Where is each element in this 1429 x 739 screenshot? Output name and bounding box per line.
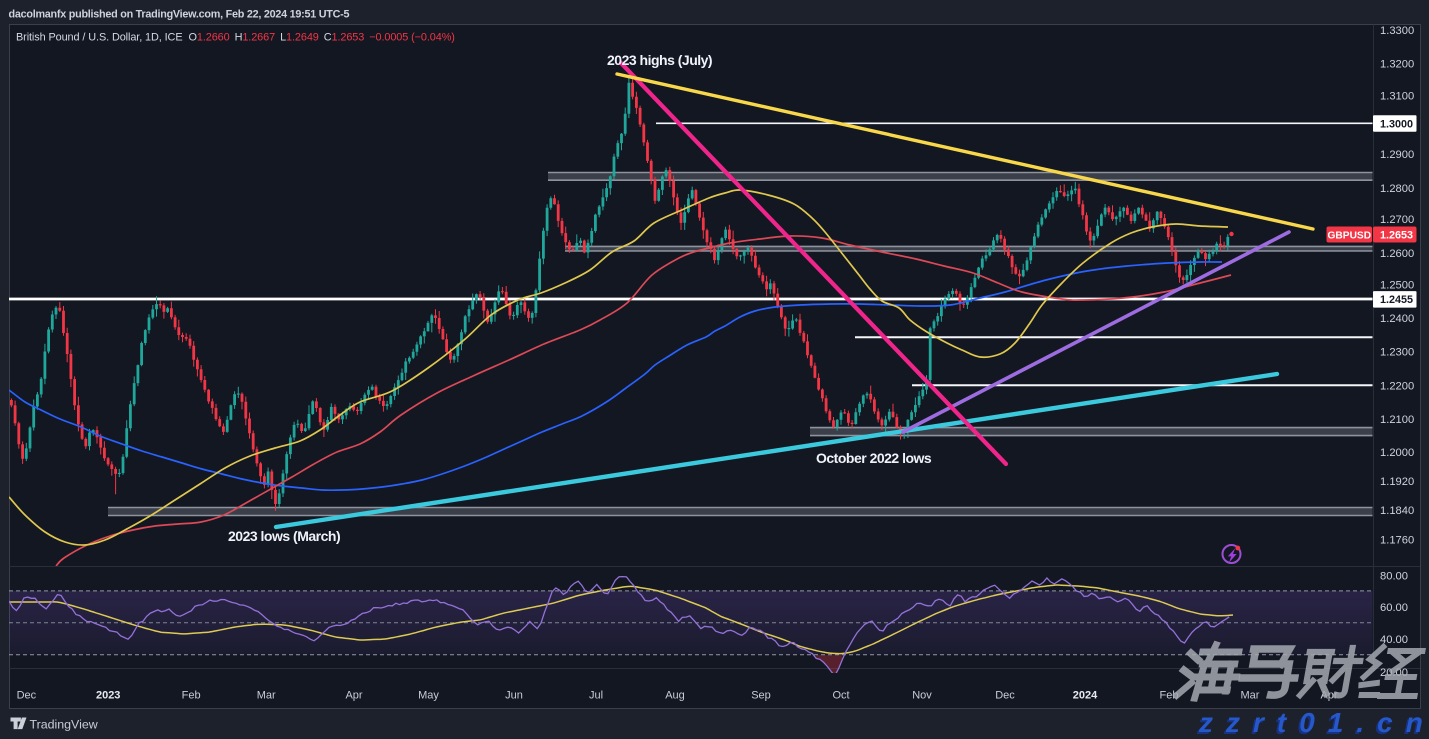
- svg-text:Oct: Oct: [832, 690, 849, 702]
- svg-text:40.00: 40.00: [1380, 634, 1408, 646]
- svg-text:May: May: [418, 690, 439, 702]
- svg-text:zzrt01.cn: zzrt01.cn: [1196, 709, 1429, 739]
- svg-text:Feb: Feb: [182, 690, 201, 702]
- svg-text:1.1840: 1.1840: [1380, 505, 1414, 517]
- svg-text:60.00: 60.00: [1380, 602, 1408, 614]
- svg-text:Jul: Jul: [589, 690, 603, 702]
- svg-text:1.2653: 1.2653: [1380, 230, 1413, 242]
- svg-text:1.2000: 1.2000: [1380, 447, 1414, 459]
- svg-text:Apr: Apr: [345, 690, 362, 702]
- svg-text:1.2700: 1.2700: [1380, 214, 1414, 226]
- svg-text:zzrt01.cn: zzrt01.cn: [1198, 707, 1429, 738]
- svg-text:1.3200: 1.3200: [1380, 59, 1414, 71]
- svg-text:2023 highs (July): 2023 highs (July): [607, 52, 712, 68]
- svg-text:Nov: Nov: [912, 690, 932, 702]
- svg-text:1.2200: 1.2200: [1380, 380, 1414, 392]
- svg-text:dacolmanfx published on Tradin: dacolmanfx published on TradingView.com,…: [9, 8, 350, 20]
- svg-text:80.00: 80.00: [1380, 571, 1408, 583]
- svg-text:GBPUSD: GBPUSD: [1328, 231, 1372, 242]
- svg-text:1.3000: 1.3000: [1380, 118, 1413, 130]
- svg-text:1.1760: 1.1760: [1380, 535, 1414, 547]
- svg-text:1.2600: 1.2600: [1380, 248, 1414, 260]
- svg-text:1.2300: 1.2300: [1380, 347, 1414, 359]
- svg-text:1.1920: 1.1920: [1380, 476, 1414, 488]
- svg-text:2023: 2023: [96, 690, 120, 702]
- svg-text:Aug: Aug: [665, 690, 685, 702]
- svg-text:Dec: Dec: [995, 690, 1015, 702]
- svg-text:2024: 2024: [1073, 690, 1098, 702]
- svg-text:Jun: Jun: [505, 690, 523, 702]
- svg-text:Mar: Mar: [257, 690, 276, 702]
- svg-text:2023 lows (March): 2023 lows (March): [228, 528, 340, 544]
- svg-text:Feb: Feb: [1160, 690, 1179, 702]
- svg-text:1.2800: 1.2800: [1380, 183, 1414, 195]
- svg-text:British Pound / U.S. Dollar, 1: British Pound / U.S. Dollar, 1D, ICE O1.2…: [16, 32, 455, 44]
- svg-text:1.2100: 1.2100: [1380, 414, 1414, 426]
- svg-text:1.3100: 1.3100: [1380, 91, 1414, 103]
- svg-text:Dec: Dec: [17, 690, 37, 702]
- svg-text:TradingView: TradingView: [30, 718, 98, 732]
- svg-text:1.2900: 1.2900: [1380, 149, 1414, 161]
- svg-text:Mar: Mar: [1241, 690, 1260, 702]
- svg-text:1.2400: 1.2400: [1380, 313, 1414, 325]
- svg-text:October 2022 lows: October 2022 lows: [816, 450, 932, 466]
- svg-text:Sep: Sep: [751, 690, 771, 702]
- svg-text:1.3300: 1.3300: [1380, 25, 1414, 37]
- svg-text:1.2500: 1.2500: [1380, 279, 1414, 291]
- svg-text:1.2455: 1.2455: [1380, 294, 1413, 306]
